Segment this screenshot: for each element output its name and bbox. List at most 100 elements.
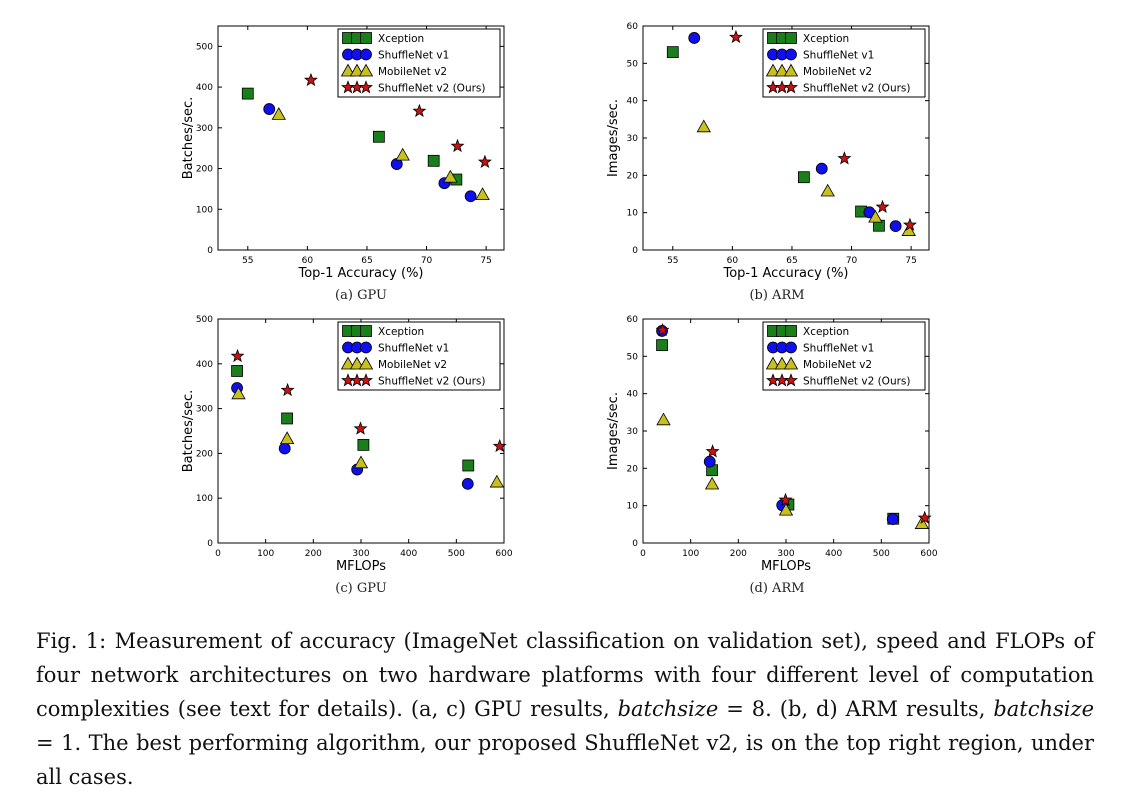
data-point-xception <box>427 154 440 167</box>
data-point-mobilenet-v2 <box>279 431 295 445</box>
figure-caption: Fig. 1: Measurement of accuracy (ImageNe… <box>36 624 1094 794</box>
x-tick-label: 600 <box>495 549 512 559</box>
legend-marker-mobilenet-v2 <box>340 356 356 370</box>
legend-marker-shufflenet-v1 <box>785 341 797 354</box>
y-axis-label: Batches/sec. <box>181 390 196 473</box>
legend-marker-mobilenet-v2 <box>349 63 365 77</box>
data-point-shufflenet-v2-ours <box>303 72 318 87</box>
data-point-shufflenet-v2-ours <box>902 217 917 231</box>
caption-text-1: Measurement of accuracy (ImageNet classi… <box>36 629 1094 721</box>
data-point-xception <box>372 130 385 143</box>
data-point-shufflenet-v1 <box>464 190 477 203</box>
x-tick-label: 100 <box>682 549 699 559</box>
series-mobilenet-v2 <box>271 107 490 201</box>
legend-label-shufflenet-v2-ours: ShuffleNet v2 (Ours) <box>803 376 911 388</box>
y-tick-label: 200 <box>196 165 213 175</box>
data-point-mobilenet-v2 <box>271 107 286 120</box>
data-point-mobilenet-v2 <box>475 187 490 201</box>
data-point-xception <box>281 412 294 425</box>
x-tick-label: 400 <box>400 549 417 559</box>
y-tick-label: 0 <box>207 539 213 549</box>
data-point-shufflenet-v1 <box>886 513 899 526</box>
legend-marker-shufflenet-v2-ours <box>359 373 373 387</box>
series-shufflenet-v2-ours <box>230 348 507 453</box>
data-point-xception <box>231 365 243 377</box>
legend-label-xception: Xception <box>803 33 849 45</box>
legend-label-shufflenet-v1: ShuffleNet v1 <box>378 343 449 355</box>
caption-text-3: = 1. The best performing algorithm, our … <box>36 731 1094 789</box>
x-tick-label: 55 <box>242 256 253 266</box>
data-point-xception <box>666 46 679 59</box>
chart-b: 55 60 65 70 75 0 10 20 30 40 50 60 Top-1 Accuracy (%… <box>595 18 935 283</box>
chart-a: 55 60 65 70 75 0 100 200 300 400 500 Top-1 Accuracy… <box>170 18 510 283</box>
y-tick-label: 10 <box>627 502 639 512</box>
y-axis-label: Images/sec. <box>606 99 621 177</box>
series-mobilenet-v2 <box>696 119 916 236</box>
y-tick-label: 200 <box>196 449 213 459</box>
data-point-shufflenet-v2-ours <box>353 421 368 435</box>
data-point-mobilenet-v2 <box>696 119 711 133</box>
data-point-shufflenet-v2-ours <box>280 382 295 397</box>
x-tick-label: 500 <box>448 549 465 559</box>
legend-marker-mobilenet-v2 <box>349 356 365 370</box>
y-axis-label: Batches/sec. <box>181 97 196 180</box>
data-point-shufflenet-v2-ours <box>837 151 852 165</box>
data-point-shufflenet-v2-ours <box>875 199 890 214</box>
y-tick-label: 0 <box>632 539 638 549</box>
x-tick-label: 100 <box>257 549 274 559</box>
legend-label-xception: Xception <box>378 326 424 338</box>
legend-label-shufflenet-v2-ours: ShuffleNet v2 (Ours) <box>378 83 486 95</box>
y-tick-label: 50 <box>627 352 639 362</box>
series-xception <box>231 365 475 472</box>
data-point-shufflenet-v1 <box>889 220 902 233</box>
y-tick-label: 40 <box>627 390 639 400</box>
chart-d: 0 100 200 300 400 500 600 0 10 20 30 40 50 60 MFLOPs Im… <box>595 311 938 576</box>
legend-marker-shufflenet-v1 <box>785 48 797 61</box>
legend-marker-mobilenet-v2 <box>340 63 356 77</box>
legend-marker-mobilenet-v2 <box>765 63 781 77</box>
subcaption-d: (d) ARM <box>749 581 805 596</box>
data-point-mobilenet-v2 <box>868 209 883 223</box>
y-tick-label: 30 <box>627 134 639 144</box>
data-point-xception <box>357 438 370 451</box>
data-point-mobilenet-v2 <box>231 386 246 400</box>
x-tick-label: 55 <box>667 256 678 266</box>
x-tick-label: 400 <box>825 549 842 559</box>
y-tick-label: 300 <box>196 124 213 134</box>
data-point-shufflenet-v1 <box>461 477 474 490</box>
legend-marker-mobilenet-v2 <box>765 356 781 370</box>
series-shufflenet-v2-ours <box>655 322 932 524</box>
y-tick-label: 50 <box>627 59 639 69</box>
legend-marker-shufflenet-v1 <box>360 48 372 61</box>
data-point-mobilenet-v2 <box>395 147 410 161</box>
data-point-xception <box>656 339 668 352</box>
data-point-shufflenet-v2-ours <box>778 492 793 507</box>
y-tick-label: 30 <box>627 427 639 437</box>
y-tick-label: 60 <box>627 315 639 325</box>
y-tick-label: 0 <box>632 246 638 256</box>
x-tick-label: 70 <box>421 256 433 266</box>
legend-marker-xception <box>360 32 372 44</box>
data-point-shufflenet-v2-ours <box>492 438 507 453</box>
x-tick-label: 70 <box>846 256 858 266</box>
legend-label-shufflenet-v2-ours: ShuffleNet v2 (Ours) <box>378 376 486 388</box>
x-axis-label: MFLOPs <box>761 559 811 574</box>
legend-marker-mobilenet-v2 <box>783 356 799 370</box>
data-point-shufflenet-v1 <box>263 103 276 115</box>
legend-marker-mobilenet-v2 <box>774 63 790 77</box>
legend-label-xception: Xception <box>378 33 424 45</box>
legend-label-mobilenet-v2: MobileNet v2 <box>378 359 447 371</box>
x-tick-label: 60 <box>302 256 314 266</box>
x-tick-label: 75 <box>905 256 916 266</box>
data-point-mobilenet-v2 <box>704 476 720 490</box>
y-axis-label: Images/sec. <box>606 392 621 470</box>
legend: Xception ShuffleNet v1 MobileNet v2 Shuffle… <box>337 321 501 391</box>
data-point-mobilenet-v2 <box>443 169 458 183</box>
data-point-mobilenet-v2 <box>778 502 794 516</box>
y-tick-label: 0 <box>207 246 213 256</box>
legend: Xception ShuffleNet v1 MobileNet v2 Shuffle… <box>762 28 926 98</box>
x-tick-label: 300 <box>352 549 369 559</box>
data-point-mobilenet-v2 <box>489 474 505 488</box>
legend-label-shufflenet-v1: ShuffleNet v1 <box>803 343 874 355</box>
